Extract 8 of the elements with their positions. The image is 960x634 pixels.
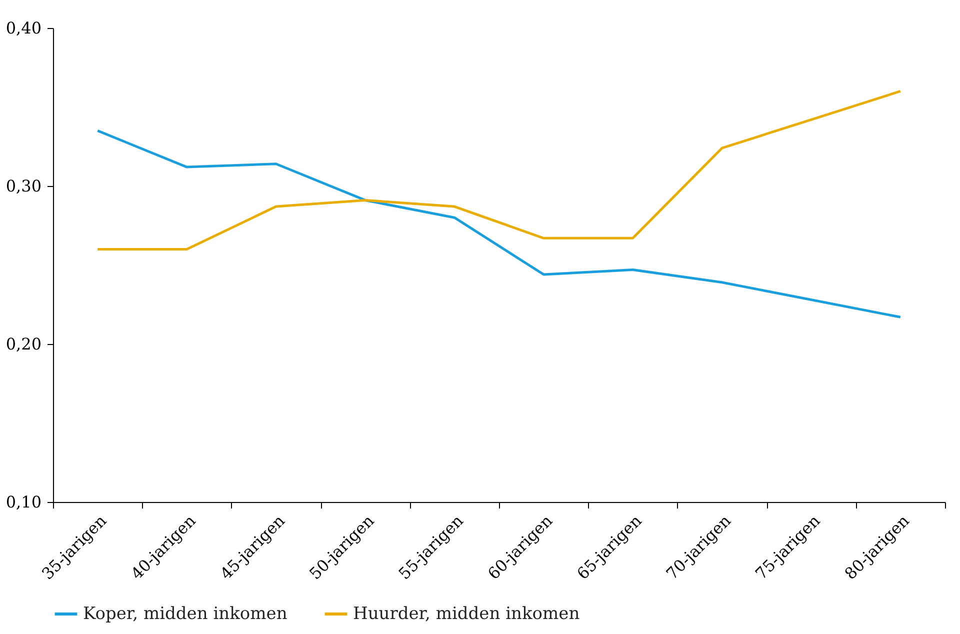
line-series: [96, 90, 902, 250]
y-tick-label: 0,10: [6, 492, 42, 512]
y-tick-label: 0,40: [6, 18, 42, 38]
line-series: [96, 129, 902, 318]
y-tick-label: 0,20: [6, 334, 42, 354]
legend-label: Huurder, midden inkomen: [353, 604, 580, 624]
legend-label: Koper, midden inkomen: [83, 604, 288, 624]
y-tick-label: 0,30: [6, 176, 42, 196]
